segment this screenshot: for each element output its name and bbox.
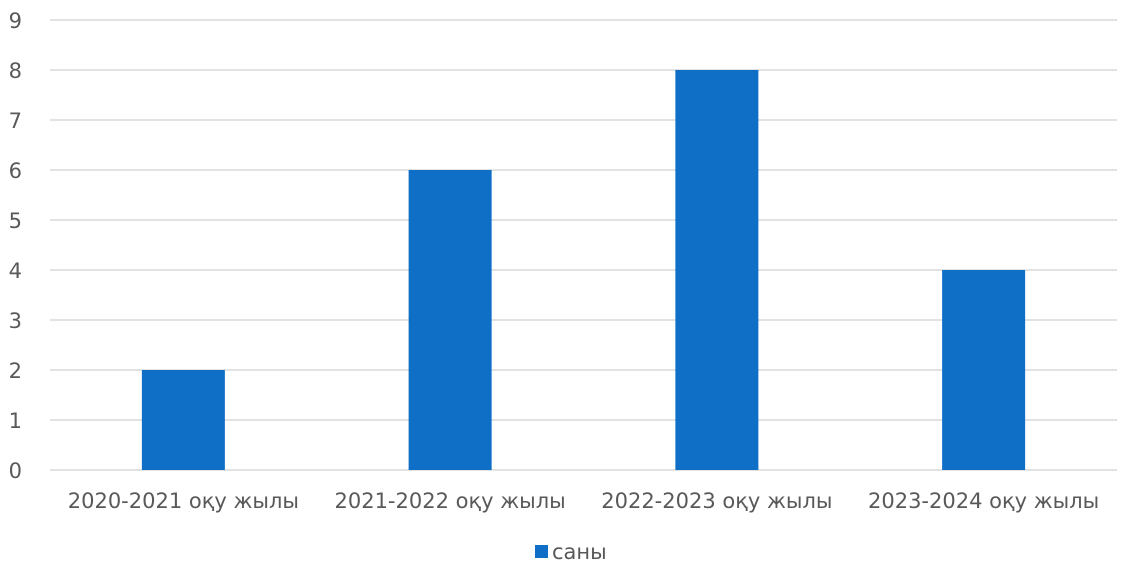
y-tick-label: 4 (9, 259, 22, 283)
x-axis-ticks: 2020-2021 оқу жылы 2021-2022 оқу жылы 2022… (68, 489, 1100, 513)
y-tick-label: 2 (9, 359, 22, 383)
bar (942, 270, 1026, 470)
y-tick-label: 5 (9, 209, 22, 233)
y-axis-ticks: 0 1 2 3 4 5 6 7 8 9 (9, 9, 22, 483)
x-tick-label: 2020-2021 оқу жылы (68, 489, 299, 513)
y-tick-label: 0 (9, 459, 22, 483)
bar (141, 370, 225, 470)
y-tick-label: 1 (9, 409, 22, 433)
legend-swatch (535, 545, 548, 558)
y-tick-label: 8 (9, 59, 22, 83)
gridlines (50, 19, 1117, 471)
y-tick-label: 6 (9, 159, 22, 183)
x-tick-label: 2023-2024 оқу жылы (868, 489, 1099, 513)
y-tick-label: 9 (9, 9, 22, 33)
x-tick-label: 2022-2023 оқу жылы (601, 489, 832, 513)
y-tick-label: 7 (9, 109, 22, 133)
legend: саны (535, 540, 607, 564)
x-tick-label: 2021-2022 оқу жылы (334, 489, 565, 513)
legend-label: саны (552, 540, 607, 564)
y-tick-label: 3 (9, 309, 22, 333)
bar (675, 70, 759, 470)
bars (141, 70, 1026, 470)
bar (408, 170, 492, 470)
